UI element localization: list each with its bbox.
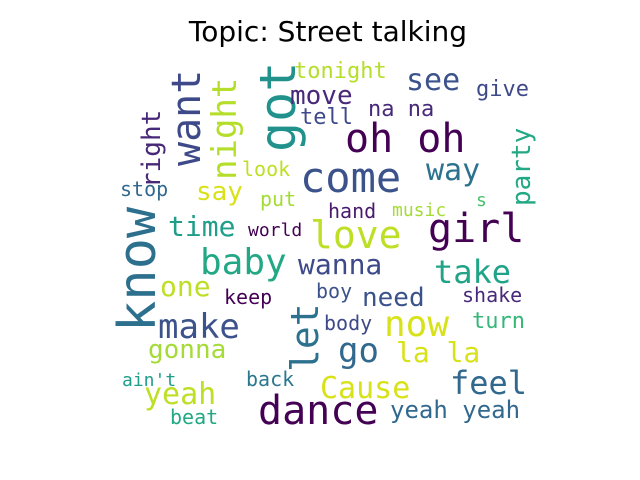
cloud-word-shake: shake (462, 283, 522, 307)
cloud-word-wanna: wanna (298, 248, 382, 281)
cloud-word-tell: tell (300, 105, 353, 130)
cloud-word-gonna: gonna (148, 335, 226, 365)
cloud-word-one: one (160, 270, 211, 303)
cloud-word-yeah: yeah (144, 377, 216, 412)
cloud-word-party: party (507, 128, 537, 206)
cloud-word-put: put (260, 187, 296, 211)
cloud-word-way: way (426, 153, 480, 188)
cloud-word-love: love (310, 213, 402, 257)
cloud-word-boy: boy (316, 279, 352, 303)
page-title: Topic: Street talking (188, 15, 468, 48)
cloud-word-beat: beat (170, 405, 218, 429)
cloud-word-stop: stop (120, 177, 168, 201)
cloud-word-feel: feel (450, 364, 527, 402)
cloud-word-keep: keep (224, 285, 272, 309)
cloud-word-take: take (434, 253, 511, 291)
cloud-word-need: need (362, 283, 425, 313)
cloud-word-tonight: tonight (294, 59, 387, 84)
cloud-word-got: got (249, 62, 307, 152)
cloud-word-dance: dance (258, 388, 378, 434)
cloud-word-right: right (137, 110, 167, 188)
cloud-word-now: now (384, 304, 449, 345)
cloud-word-cause: Cause (320, 371, 410, 406)
cloud-word-s: s (476, 190, 487, 211)
cloud-word-turn: turn (472, 309, 525, 334)
cloud-word-time: time (168, 210, 235, 243)
cloud-word-music: music (392, 200, 446, 221)
cloud-word-see: see (406, 63, 460, 98)
cloud-word-say: say (196, 177, 243, 207)
cloud-word-oh-oh: oh oh (345, 116, 465, 162)
cloud-word-back: back (246, 367, 294, 391)
cloud-word-body: body (324, 311, 372, 335)
cloud-word-night: night (205, 78, 245, 180)
cloud-word-let: let (283, 303, 327, 372)
cloud-word-yeah-yeah: yeah yeah (390, 396, 520, 424)
cloud-word-world: world (248, 220, 302, 241)
cloud-word-look: look (242, 157, 290, 181)
cloud-word-know: know (108, 206, 168, 332)
cloud-word-la-la: la la (396, 336, 480, 369)
cloud-word-hand: hand (328, 199, 376, 223)
cloud-word-girl: girl (428, 206, 524, 252)
cloud-word-come: come (300, 153, 401, 202)
cloud-word-go: go (338, 331, 379, 371)
cloud-word-ain-t: ain't (122, 370, 176, 391)
cloud-word-baby: baby (200, 242, 287, 283)
cloud-word-make: make (158, 307, 240, 347)
cloud-word-na-na: na na (368, 97, 434, 122)
cloud-word-want: want (164, 70, 210, 166)
cloud-word-move: move (290, 81, 353, 111)
cloud-word-give: give (476, 77, 529, 102)
